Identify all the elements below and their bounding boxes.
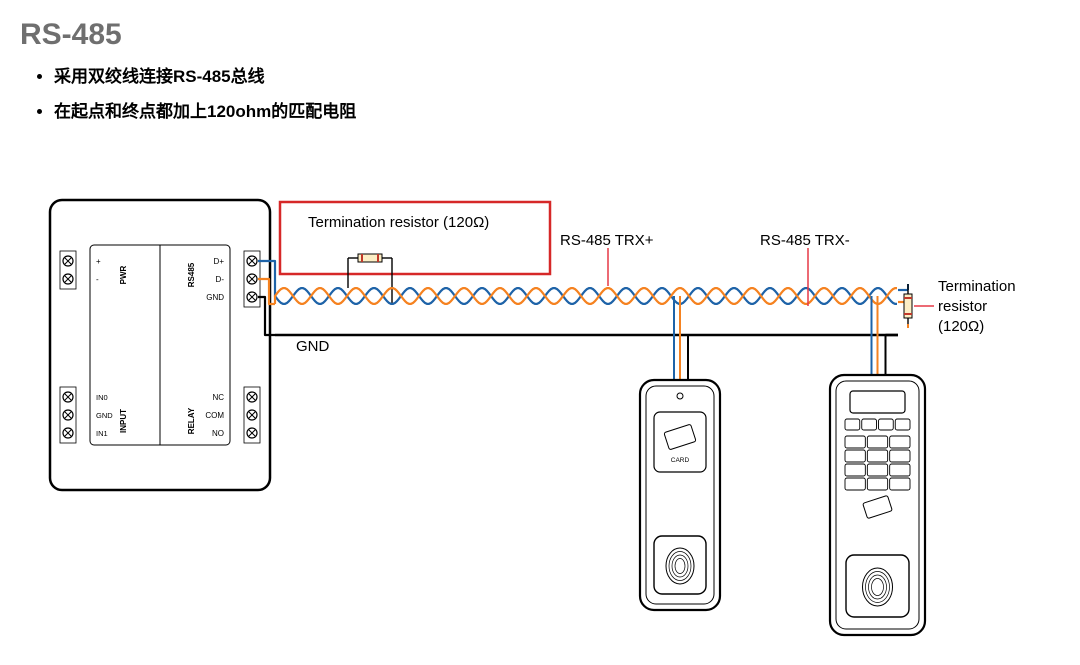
label-trx-minus: RS-485 TRX- [760, 232, 850, 249]
svg-text:-: - [96, 275, 99, 284]
label-term-right-2: resistor [938, 298, 987, 315]
svg-text:CARD: CARD [671, 457, 690, 464]
bullet-item: 采用双绞线连接RS-485总线 [54, 62, 356, 87]
svg-text:RS485: RS485 [187, 262, 196, 287]
svg-text:COM: COM [205, 411, 224, 420]
svg-text:RELAY: RELAY [187, 407, 196, 434]
svg-text:PWR: PWR [119, 265, 128, 284]
label-trx-plus: RS-485 TRX+ [560, 232, 654, 249]
svg-text:NC: NC [212, 393, 224, 402]
svg-text:GND: GND [206, 293, 224, 302]
svg-text:NO: NO [212, 429, 224, 438]
svg-text:IN0: IN0 [96, 393, 108, 402]
wiring-diagram: + - PWR IN0 GND IN1 INPUT D+ D- GND RS485 NC COM NO RE… [0, 180, 1080, 660]
svg-text:INPUT: INPUT [119, 409, 128, 433]
svg-text:GND: GND [96, 411, 113, 420]
svg-text:IN1: IN1 [96, 429, 108, 438]
label-gnd: GND [296, 338, 329, 355]
label-term-box: Termination resistor (120Ω) [308, 214, 489, 231]
svg-text:D-: D- [216, 275, 225, 284]
label-term-right-1: Termination [938, 278, 1016, 295]
label-term-right-3: (120Ω) [938, 318, 984, 335]
svg-text:+: + [96, 257, 101, 266]
bullet-item: 在起点和终点都加上120ohm的匹配电阻 [54, 97, 356, 122]
page-title: RS-485 [20, 18, 122, 52]
bullet-list: 采用双绞线连接RS-485总线 在起点和终点都加上120ohm的匹配电阻 [40, 62, 356, 132]
svg-text:D+: D+ [214, 257, 225, 266]
